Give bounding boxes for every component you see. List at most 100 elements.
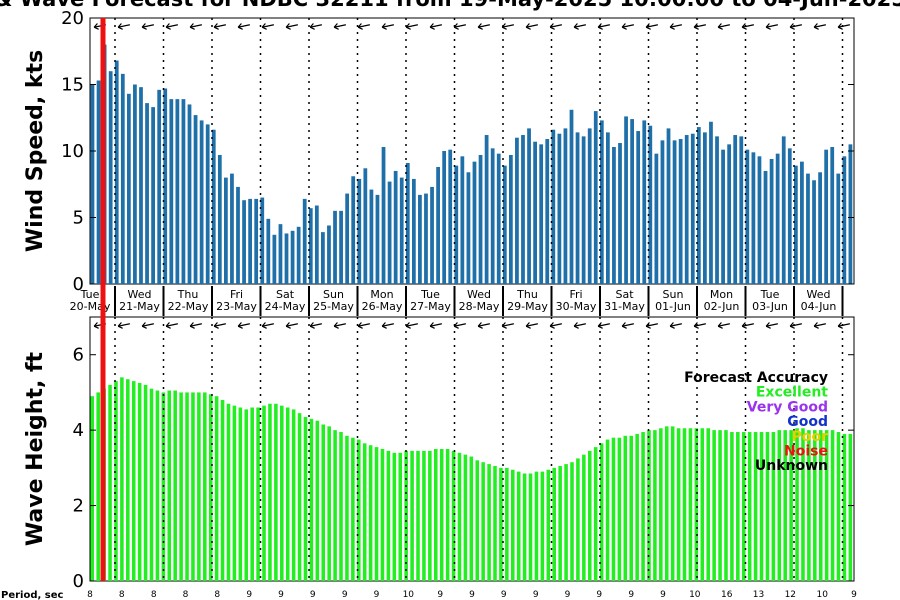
wave-bar [546, 469, 551, 581]
wind-bar [375, 194, 380, 284]
period-value: 9 [469, 590, 475, 600]
wind-bar [345, 193, 350, 284]
day-labels: Tue20-MayWed21-MayThu22-MayFri23-MaySat2… [70, 286, 854, 316]
direction-arrow-icon [765, 23, 778, 30]
direction-arrow-icon [717, 23, 730, 30]
direction-arrow-icon [285, 322, 298, 329]
wind-bar [260, 197, 265, 284]
wind-bar [539, 144, 544, 284]
wind-bar [636, 131, 641, 284]
wind-bar [751, 152, 756, 284]
wind-bar [630, 119, 635, 284]
direction-arrow-icon [429, 23, 442, 30]
wave-bar [143, 384, 148, 581]
y-tick-label: 15 [61, 75, 84, 96]
wind-bar [133, 84, 137, 284]
direction-arrow-icon [717, 322, 730, 329]
wave-bar [736, 432, 740, 581]
wave-bar [416, 450, 420, 581]
wave-bar [131, 381, 136, 581]
wave-bar [203, 392, 207, 581]
direction-arrow-icon [141, 23, 154, 30]
wind-bar [139, 87, 143, 284]
wind-bar [606, 132, 610, 284]
wind-bar [757, 156, 762, 284]
wave-bar [700, 428, 705, 581]
wave-bar [220, 399, 225, 581]
wind-bar [721, 149, 725, 284]
direction-arrow-icon [405, 322, 418, 329]
day-name-label: Thu [516, 288, 538, 301]
wind-bar [199, 120, 204, 284]
wave-bar [351, 437, 355, 581]
wind-bar [242, 200, 246, 284]
day-date-label: 21-May [119, 300, 160, 313]
wind-bar [654, 153, 659, 284]
wave-bar [274, 403, 278, 581]
wave-bar [783, 430, 787, 581]
wind-bar [593, 111, 598, 284]
wind-bar [763, 170, 768, 284]
y-tick-label: 6 [73, 345, 84, 366]
wind-bar [642, 120, 647, 284]
wind-bar [690, 133, 695, 284]
wave-bar [315, 420, 320, 581]
wind-bar [272, 234, 277, 284]
direction-arrow-icon [669, 322, 682, 329]
wave-bar [688, 428, 693, 581]
period-values: 8 8 8 8 8 9 9 9 9 9 10 9 9 9 9 9 9 9 9 10 16 13 12 10 9 [87, 590, 857, 600]
wind-bar [624, 116, 628, 284]
wave-bar [836, 432, 841, 581]
wind-ylabel: Wind Speed, kts [23, 50, 48, 252]
wind-bar [96, 80, 101, 284]
wave-bar [653, 430, 657, 581]
period-label: Period, sec [1, 590, 64, 600]
wind-bar [418, 194, 422, 284]
wave-bar [434, 449, 438, 581]
wind-bar [545, 139, 550, 284]
wave-bar [842, 433, 847, 581]
wave-bar [481, 462, 485, 581]
day-name-label: Thu [177, 288, 199, 301]
direction-arrow-icon [261, 322, 274, 329]
wave-bar [392, 452, 397, 581]
wave-bar [457, 452, 462, 581]
period-value: 10 [403, 590, 415, 600]
wind-bar [248, 198, 253, 284]
wind-bar [169, 99, 174, 284]
day-date-label: 26-May [362, 300, 403, 313]
wind-bar [812, 180, 816, 284]
day-name-label: Fri [569, 288, 582, 301]
day-date-label: 23-May [216, 300, 257, 313]
direction-arrow-icon [165, 322, 178, 329]
wind-bar [533, 141, 537, 284]
period-value: 9 [628, 590, 634, 600]
period-value: 8 [151, 590, 157, 600]
wave-bar [582, 454, 586, 581]
day-date-label: 27-May [410, 300, 451, 313]
wind-bar [800, 161, 804, 284]
wave-bar [818, 430, 823, 581]
wave-bar [694, 428, 699, 581]
day-date-label: 25-May [313, 300, 354, 313]
wind-bar [472, 161, 477, 284]
wind-bar [224, 177, 228, 284]
period-value: 9 [565, 590, 571, 600]
direction-arrow-icon [477, 23, 490, 30]
day-name-label: Wed [807, 288, 831, 301]
wind-bar [126, 93, 131, 284]
direction-arrow-icon [549, 322, 562, 329]
wind-bar [284, 233, 289, 284]
day-date-label: 22-May [168, 300, 209, 313]
direction-arrow-icon [237, 23, 250, 30]
wind-bar [236, 186, 240, 284]
wind-bar [684, 135, 689, 284]
day-date-label: 04-Jun [801, 300, 837, 313]
direction-arrow-icon [213, 322, 226, 329]
wind-bar [502, 165, 507, 284]
wind-bar [424, 193, 428, 284]
direction-arrow-icon [381, 23, 394, 30]
wind-bar [733, 135, 738, 284]
wind-bar [442, 151, 447, 284]
